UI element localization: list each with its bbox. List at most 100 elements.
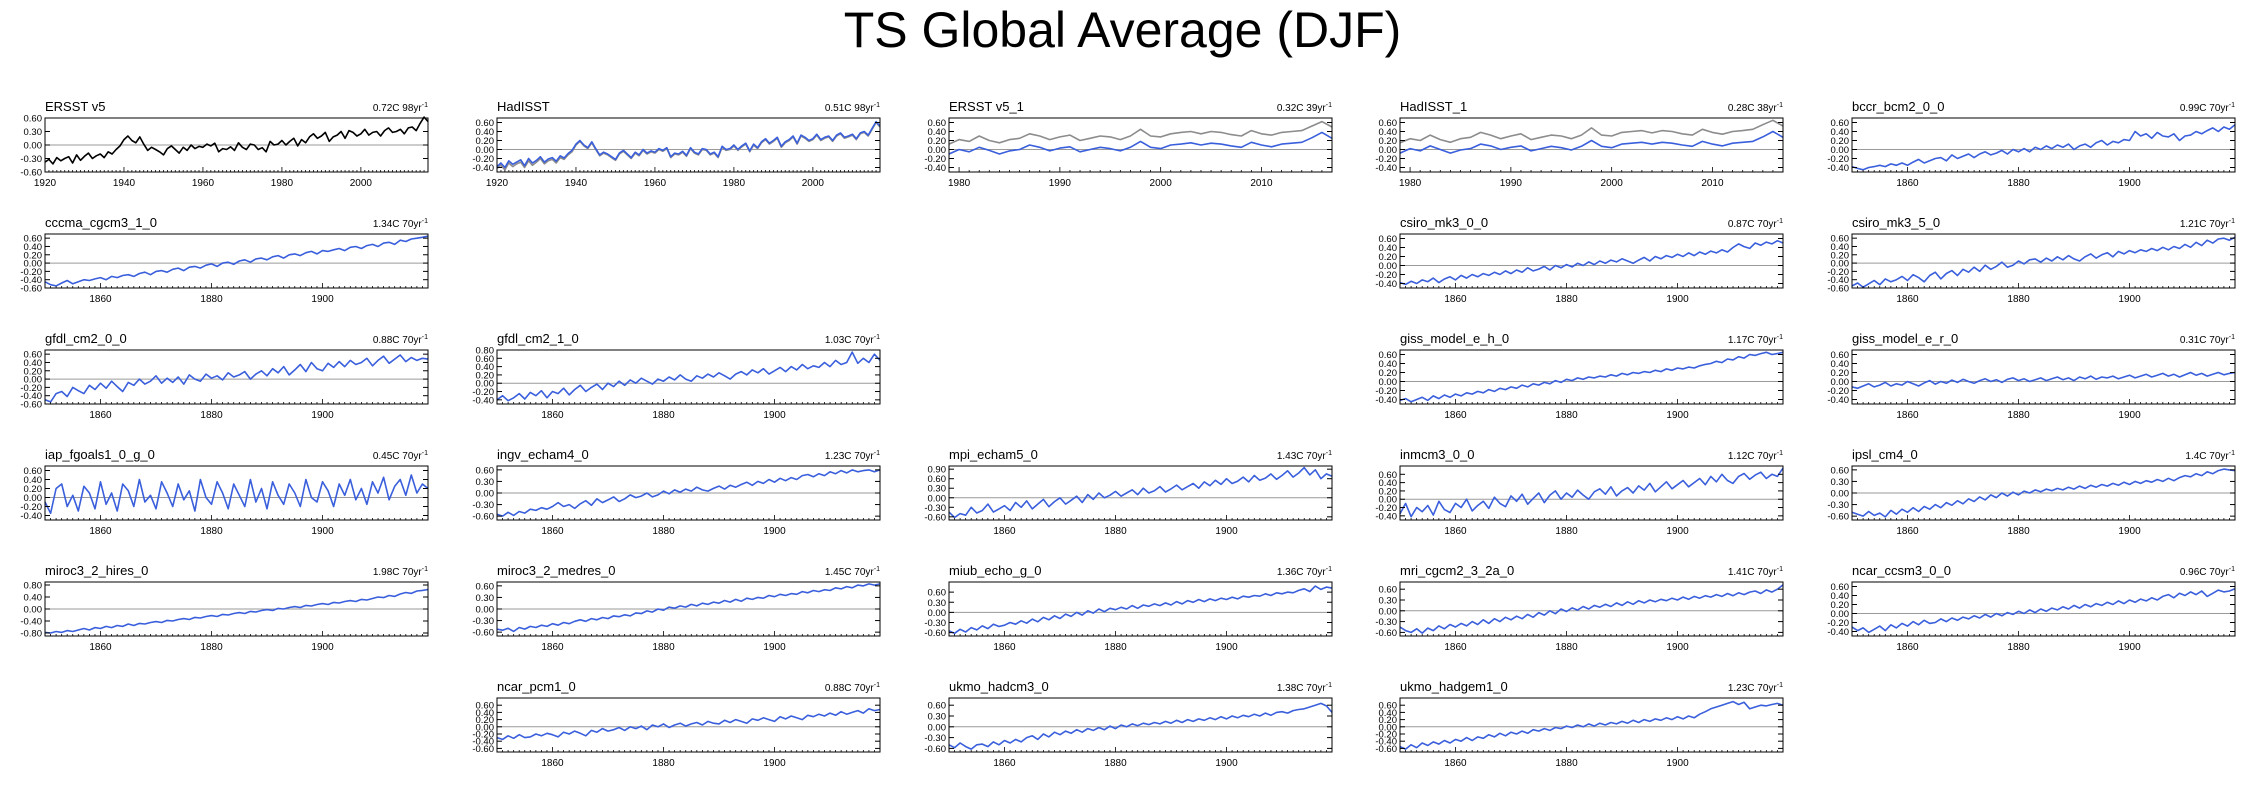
series-line [1851,124,2236,171]
y-tick-label: 0.40 [24,242,43,253]
series-line [1851,371,2236,390]
series-line [948,120,1333,145]
x-tick-label: 1880 [1104,526,1127,537]
y-tick-label: -0.20 [1827,154,1849,165]
y-tick-label: -0.20 [472,730,494,741]
series-line [1399,700,1784,750]
y-tick-label: 0.40 [24,475,43,486]
y-tick-label: 0.20 [1379,486,1398,497]
series-line [948,585,1333,635]
chart-panel: mpi_echam5_0 1.43C 70yr-1-0.60-0.300.000.… [924,447,1333,537]
y-tick-label: 0.60 [1379,585,1398,596]
trend-label: 0.88C 70yr-1 [373,334,428,346]
series-line [948,131,1333,155]
x-tick-label: 1900 [2118,178,2141,189]
y-tick-label: -0.20 [924,154,946,165]
y-tick-label: 0.60 [1379,118,1398,129]
series-line [1851,236,2236,288]
y-tick-label: 0.40 [1379,359,1398,370]
y-tick-label: -0.20 [1375,730,1397,741]
panel-title: ncar_pcm1_0 [497,679,576,694]
y-tick-label: 0.00 [1379,495,1398,506]
x-tick-label: 1860 [1444,294,1467,305]
chart-panel: cccma_cgcm3_1_0 1.34C 70yr-1 -0.60-0.40-0.… [20,215,429,305]
chart-panel: gfdl_cm2_0_0 0.88C 70yr-1-0.60-0.40-0.200… [20,331,429,421]
y-tick-label: 0.40 [928,127,947,138]
trend-label: 0.31C 70yr-1 [2180,334,2235,346]
x-tick-label: 1900 [763,410,786,421]
x-tick-label: 1860 [1896,642,1919,653]
y-tick-label: 0.00 [1831,377,1850,388]
panel-title: miroc3_2_hires_0 [45,563,148,578]
series-line [44,588,429,634]
y-tick-label: 0.60 [928,474,947,485]
y-tick-label: -0.40 [1375,279,1397,290]
plot-frame [948,117,1333,173]
y-tick-label: 0.20 [1831,136,1850,147]
x-tick-label: 1880 [1555,642,1578,653]
trend-label: 1.03C 70yr-1 [825,334,880,346]
x-tick-label: 2010 [1250,178,1273,189]
y-tick-label: -0.60 [1827,512,1849,523]
chart-panel: miroc3_2_medres_0 1.45C 70yr-1-0.60-0.300… [472,563,881,653]
trend-label: 0.87C 70yr-1 [1728,218,1783,230]
x-tick-label: 1900 [2118,642,2141,653]
series-line [1399,467,1784,518]
panel-title: ukmo_hadgem1_0 [1400,679,1508,694]
x-tick-label: 1860 [1896,178,1919,189]
y-tick-label: -0.60 [1827,284,1849,295]
x-tick-label: 1900 [1666,642,1689,653]
y-tick-label: -0.40 [1375,737,1397,748]
panel-title: ERSST v5 [45,99,105,114]
y-tick-label: 0.90 [928,465,947,476]
panel-title: csiro_mk3_5_0 [1852,215,1940,230]
panel-title: miub_echo_g_0 [949,563,1042,578]
x-tick-label: 1860 [89,526,112,537]
y-tick-label: 0.60 [1831,118,1850,129]
panel-title: iap_fgoals1_0_g_0 [45,447,155,462]
y-tick-label: 0.00 [24,259,43,270]
trend-label: 1.23C 70yr-1 [825,450,880,462]
chart-panel: miub_echo_g_0 1.36C 70yr-1-0.60-0.300.000… [924,563,1333,653]
y-tick-label: 0.20 [476,715,495,726]
x-tick-label: 1960 [644,178,667,189]
y-tick-label: -0.20 [1375,154,1397,165]
y-tick-label: 0.60 [476,701,495,712]
trend-label: 1.34C 70yr-1 [373,218,428,230]
y-tick-label: 0.20 [1379,368,1398,379]
x-tick-label: 2000 [1601,178,1624,189]
y-tick-label: -0.20 [20,502,42,513]
chart-panel: ukmo_hadcm3_0 1.38C 70yr-1-0.60-0.300.000… [924,679,1333,769]
chart-panel: inmcm3_0_0 1.12C 70yr-1 -0.40-0.200.000.20… [1375,447,1784,537]
y-tick-label: -0.60 [20,168,42,179]
trend-label: 0.45C 70yr-1 [373,450,428,462]
y-tick-label: 0.60 [1831,234,1850,245]
x-tick-label: 1880 [652,642,675,653]
y-tick-label: 0.20 [24,366,43,377]
y-tick-label: -0.40 [1827,275,1849,286]
y-tick-label: -0.30 [924,618,946,629]
chart-panel: HadISST 0.51C 98yr-1 -0.40-0.200.000.200.4… [472,99,881,189]
trend-label: 0.96C 70yr-1 [2180,566,2235,578]
series-line [44,474,429,515]
panel-title: csiro_mk3_0_0 [1400,215,1488,230]
x-tick-label: 1880 [652,526,675,537]
y-tick-label: 0.40 [1831,591,1850,602]
y-tick-label: -0.20 [1827,267,1849,278]
y-tick-label: 0.00 [476,605,495,616]
trend-label: 1.41C 70yr-1 [1728,566,1783,578]
x-tick-label: 1860 [1444,526,1467,537]
series-line [496,469,881,517]
y-tick-label: 0.20 [1831,250,1850,261]
y-tick-label: -0.30 [472,616,494,627]
y-tick-label: -0.20 [1375,386,1397,397]
y-tick-label: -0.60 [1375,744,1397,755]
y-tick-label: -0.20 [20,383,42,394]
panel-title: ipsl_cm4_0 [1852,447,1918,462]
series-line [496,583,881,633]
x-tick-label: 1990 [1500,178,1523,189]
chart-panel: mri_cgcm2_3_2a_0 1.41C 70yr-1-0.60-0.300.… [1375,563,1784,653]
y-tick-label: -0.60 [472,512,494,523]
x-tick-label: 1940 [113,178,136,189]
x-tick-label: 1860 [1444,758,1467,769]
